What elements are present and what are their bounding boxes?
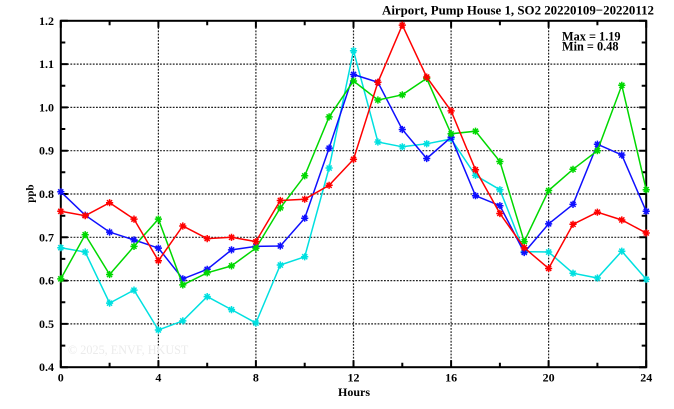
svg-text:0.7: 0.7 xyxy=(39,230,54,244)
svg-text:1.0: 1.0 xyxy=(39,100,54,114)
svg-text:ppb: ppb xyxy=(25,184,37,202)
svg-text:0.9: 0.9 xyxy=(39,144,54,158)
svg-text:0.8: 0.8 xyxy=(39,187,54,201)
svg-text:0.4: 0.4 xyxy=(39,360,54,374)
svg-text:8: 8 xyxy=(253,371,259,385)
svg-text:Max = 1.19: Max = 1.19 xyxy=(562,29,621,43)
svg-text:1.1: 1.1 xyxy=(39,57,54,71)
svg-text:0.5: 0.5 xyxy=(39,317,54,331)
svg-text:20: 20 xyxy=(543,371,555,385)
svg-text:1.2: 1.2 xyxy=(39,14,54,28)
svg-text:Hours: Hours xyxy=(338,385,370,399)
svg-text:12: 12 xyxy=(348,371,360,385)
svg-text:0: 0 xyxy=(58,371,64,385)
svg-text:4: 4 xyxy=(155,371,161,385)
svg-text:0.6: 0.6 xyxy=(39,274,54,288)
svg-text:24: 24 xyxy=(640,371,652,385)
svg-text:Airport, Pump House 1, SO2 202: Airport, Pump House 1, SO2 20220109−2022… xyxy=(382,4,654,18)
svg-text:© 2025, ENVF, HKUST: © 2025, ENVF, HKUST xyxy=(68,343,189,357)
svg-text:Min = 0.48: Min = 0.48 xyxy=(562,40,619,54)
svg-text:16: 16 xyxy=(445,371,457,385)
